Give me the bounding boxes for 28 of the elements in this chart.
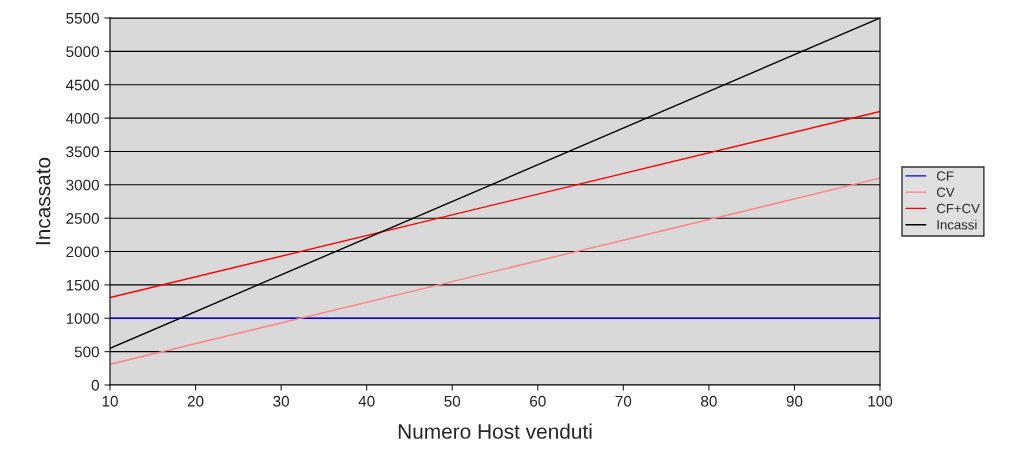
y-tick-label: 5000 [66, 46, 99, 58]
y-tick-label: 2500 [66, 213, 99, 224]
y-tick-label: 500 [74, 346, 99, 358]
y-tick-label: 5500 [66, 12, 99, 24]
x-tick-label: 60 [530, 395, 546, 407]
y-tick-label: 0 [91, 379, 99, 391]
y-tick-label: 1500 [66, 279, 99, 291]
y-tick-label: 3000 [66, 179, 99, 191]
x-tick-label: 40 [358, 395, 375, 407]
x-tick-label: 20 [187, 395, 204, 407]
y-tick-label: 4000 [65, 112, 99, 124]
x-tick-label: 10 [102, 395, 118, 407]
x-axis-title: Numero Host venduti [398, 423, 592, 439]
legend-label: Incassi [937, 219, 977, 230]
y-tick-label: 1000 [66, 313, 99, 324]
x-tick-label: 100 [868, 395, 893, 407]
legend-label: CF [936, 171, 954, 181]
y-tick-label: 4500 [65, 79, 99, 91]
x-tick-label: 30 [273, 395, 290, 407]
x-tick-label: 80 [701, 395, 717, 407]
legend-label: CF+CV [936, 203, 980, 214]
x-tick-label: 70 [615, 395, 632, 407]
y-tick-label: 3500 [66, 146, 99, 158]
x-tick-label: 90 [786, 395, 803, 407]
y-axis-title: Incassato [35, 157, 51, 245]
legend-label: CV [936, 187, 955, 197]
x-tick-label: 50 [444, 395, 461, 407]
y-tick-label: 2000 [66, 246, 99, 258]
